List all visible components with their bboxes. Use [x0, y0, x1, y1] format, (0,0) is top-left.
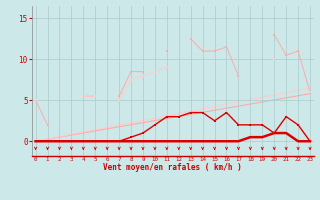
X-axis label: Vent moyen/en rafales ( km/h ): Vent moyen/en rafales ( km/h ): [103, 163, 242, 172]
